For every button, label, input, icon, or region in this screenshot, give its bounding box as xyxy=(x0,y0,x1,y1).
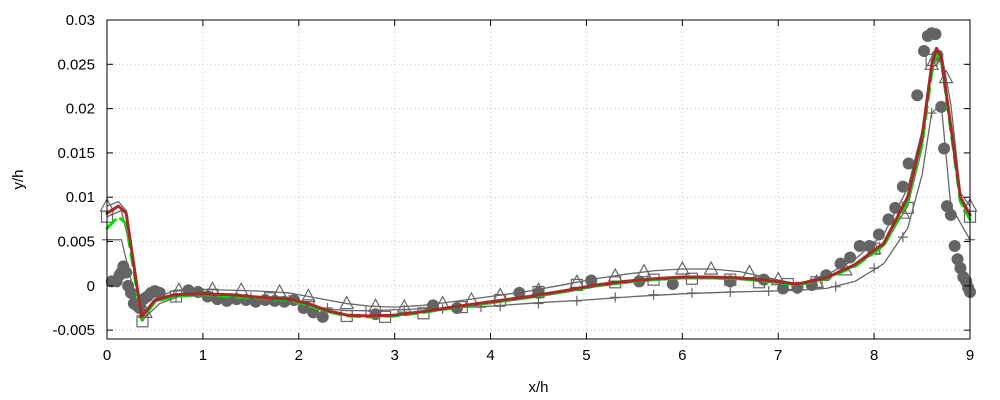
x-tick-label: 4 xyxy=(486,347,494,364)
x-tick-label: 3 xyxy=(390,347,398,364)
triangle-marker xyxy=(300,288,316,303)
circle-marker xyxy=(896,180,909,193)
triangle-marker xyxy=(703,260,719,275)
plus-marker xyxy=(830,281,841,292)
circle-marker xyxy=(220,294,233,307)
triangle-marker xyxy=(396,298,412,313)
y-tick-label: 0.03 xyxy=(66,12,95,29)
plus-marker xyxy=(610,292,621,303)
y-tick-label: 0.005 xyxy=(57,234,95,251)
triangle-marker xyxy=(636,263,652,278)
x-tick-label: 5 xyxy=(582,347,590,364)
y-tick-label: 0.015 xyxy=(57,145,95,162)
series-3 xyxy=(105,27,976,323)
x-tick-label: 8 xyxy=(870,347,878,364)
circle-marker xyxy=(917,45,930,58)
y-tick-label: -0.005 xyxy=(52,322,95,339)
plus-marker xyxy=(686,287,697,298)
x-tick-label: 0 xyxy=(103,347,111,364)
series-line xyxy=(105,46,972,319)
circle-marker xyxy=(124,286,137,299)
circle-marker xyxy=(120,266,133,279)
plus-marker xyxy=(648,289,659,300)
circle-marker xyxy=(316,310,329,323)
circle-marker xyxy=(863,239,876,252)
circle-marker xyxy=(777,282,790,295)
plus-marker xyxy=(763,286,774,297)
y-tick-label: 0.01 xyxy=(66,189,95,206)
series-line xyxy=(106,50,971,318)
series-line xyxy=(106,103,971,318)
triangle-marker xyxy=(770,271,786,286)
x-tick-label: 9 xyxy=(966,347,974,364)
circle-marker xyxy=(834,257,847,270)
y-tick-label: 0.02 xyxy=(66,101,95,118)
tick-layer: 0 1 2 3 4 5 6 7 8 9 -0.005 0 0.005 0.01 0.015 0.02 0.025… xyxy=(52,12,974,364)
plus-marker xyxy=(571,295,582,306)
circle-marker xyxy=(889,201,902,214)
series-1 xyxy=(99,50,978,319)
plus-marker xyxy=(533,298,544,309)
x-tick-label: 1 xyxy=(199,347,207,364)
circle-marker xyxy=(585,274,598,287)
x-tick-label: 7 xyxy=(774,347,782,364)
series-2 xyxy=(100,53,977,328)
series-4 xyxy=(105,52,972,322)
x-tick-label: 6 xyxy=(678,347,686,364)
y-tick-label: 0 xyxy=(87,278,95,295)
circle-marker xyxy=(153,286,166,299)
circle-marker xyxy=(911,89,924,102)
plus-marker xyxy=(869,263,880,274)
circle-marker xyxy=(853,239,866,252)
circle-marker xyxy=(944,208,957,221)
circle-marker xyxy=(882,213,895,226)
triangle-marker xyxy=(674,260,690,275)
series-5 xyxy=(105,46,972,319)
series-0 xyxy=(102,103,975,318)
circle-marker xyxy=(902,157,915,170)
circle-marker xyxy=(872,228,885,241)
circle-marker xyxy=(297,301,310,314)
y-tick-label: 0.025 xyxy=(57,56,95,73)
series-line xyxy=(105,52,972,322)
y-axis-label: y/h xyxy=(10,169,27,189)
circle-marker xyxy=(948,239,961,252)
plus-marker xyxy=(725,287,736,298)
series-layer xyxy=(99,27,978,328)
circle-marker xyxy=(929,28,942,41)
circle-marker xyxy=(844,251,857,264)
plus-marker xyxy=(897,232,908,243)
x-tick-label: 2 xyxy=(295,347,303,364)
triangle-marker xyxy=(741,264,757,279)
circle-marker xyxy=(666,278,679,291)
plot-frame xyxy=(106,19,971,340)
circle-marker xyxy=(938,142,951,155)
triangle-marker xyxy=(339,295,355,310)
plus-marker xyxy=(926,108,937,119)
x-axis-label: x/h xyxy=(528,379,548,396)
circle-marker xyxy=(935,100,948,113)
